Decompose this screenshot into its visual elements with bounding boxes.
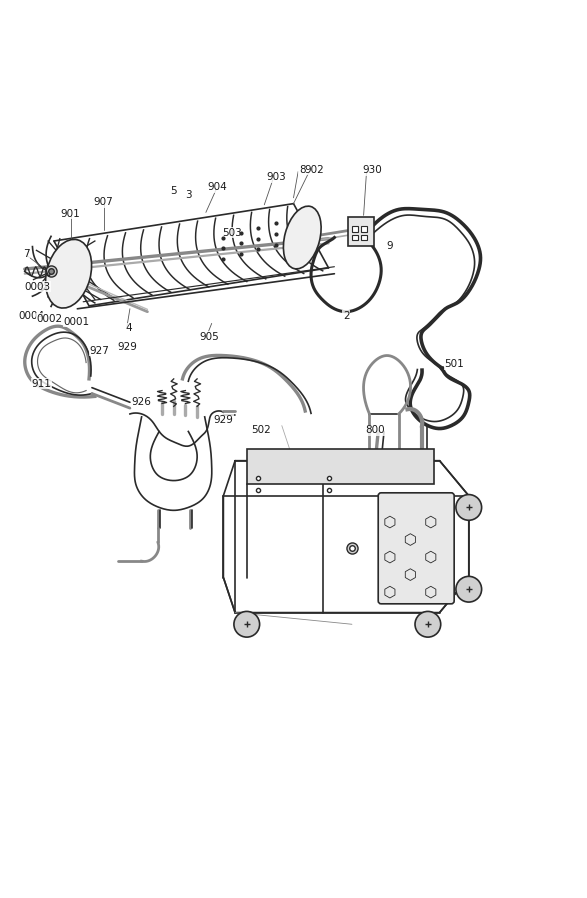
Text: 0001: 0001 — [63, 317, 89, 327]
Circle shape — [415, 612, 441, 637]
Text: 5: 5 — [170, 186, 177, 196]
Circle shape — [456, 495, 481, 520]
Circle shape — [456, 577, 481, 602]
Text: 3: 3 — [185, 189, 191, 200]
Text: 911: 911 — [31, 379, 51, 389]
Text: 907: 907 — [94, 198, 113, 207]
Text: 929: 929 — [214, 415, 233, 425]
Text: 0002: 0002 — [36, 313, 62, 323]
Text: 0003: 0003 — [25, 282, 50, 292]
Text: 904: 904 — [208, 182, 227, 192]
Text: 905: 905 — [199, 332, 219, 342]
Text: 7: 7 — [23, 250, 29, 260]
Bar — [360, 225, 366, 232]
Text: 926: 926 — [131, 397, 151, 408]
Text: 503: 503 — [222, 228, 242, 238]
Text: 901: 901 — [60, 208, 80, 218]
Ellipse shape — [284, 207, 321, 269]
Text: 903: 903 — [266, 172, 286, 182]
Text: 0004: 0004 — [19, 311, 45, 321]
Text: 8: 8 — [299, 164, 306, 175]
Text: 4: 4 — [126, 323, 132, 333]
Bar — [360, 234, 366, 241]
Text: 929: 929 — [117, 342, 137, 352]
FancyBboxPatch shape — [348, 217, 373, 246]
Text: 9: 9 — [387, 241, 393, 251]
Text: 501: 501 — [444, 359, 464, 369]
Circle shape — [234, 612, 259, 637]
Bar — [352, 225, 357, 232]
Text: 930: 930 — [363, 165, 382, 175]
Text: 800: 800 — [366, 426, 385, 436]
Bar — [247, 449, 434, 484]
Bar — [352, 234, 357, 241]
FancyBboxPatch shape — [378, 493, 454, 603]
Text: 2: 2 — [343, 311, 349, 321]
Text: 927: 927 — [90, 346, 110, 356]
Ellipse shape — [46, 240, 92, 308]
Text: 502: 502 — [251, 426, 271, 436]
Text: 902: 902 — [304, 164, 324, 175]
